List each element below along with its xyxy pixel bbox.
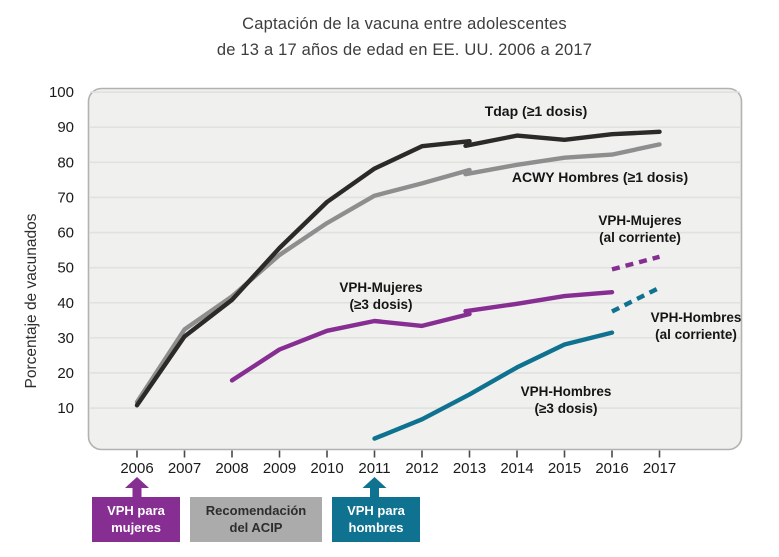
y-tick-label: 20: [57, 365, 74, 382]
series-label-vph-mujeres-al-corriente: VPH-Mujeres (al corriente): [570, 212, 710, 247]
chart-title-line2: de 13 a 17 años de edad en EE. UU. 2006 …: [216, 40, 593, 59]
y-tick-label: 10: [57, 400, 74, 417]
series-label-vph-mujeres-3dosis-line2: (≥3 dosis): [349, 297, 413, 313]
series-2: [229, 290, 615, 383]
event-box-vph-para-hombres: VPH para hombres: [332, 497, 420, 542]
axes: 2006 2007 2008 2009 2010 2011 2012 2013 2014 2015…: [49, 84, 676, 477]
series-label-vph-hombres-3dosis-line1: VPH-Hombres: [520, 384, 612, 399]
x-tick-label: 2017: [643, 460, 676, 477]
series-label-vph-mujeres-3dosis: VPH-Mujeres (≥3 dosis): [311, 279, 451, 314]
x-tick-label: 2011: [358, 460, 390, 477]
series-label-vph-hombres-al-corriente: VPH-Hombres (al corriente): [634, 309, 758, 344]
event-box-vph-mujeres-line1: VPH para: [107, 502, 165, 518]
y-tick-label: 70: [57, 189, 74, 206]
x-tick-label: 2016: [595, 460, 628, 477]
y-tick-label: 50: [57, 260, 74, 277]
event-box-acip-line2: del ACIP: [229, 519, 283, 535]
x-tick-label: 2009: [263, 460, 296, 477]
y-tick-label: 60: [57, 225, 74, 242]
series-0: [134, 129, 662, 408]
x-tick-label: 2010: [310, 460, 343, 477]
series-label-tdap-text: Tdap (≥1 dosis): [484, 103, 588, 119]
x-tick-label: 2008: [215, 460, 248, 477]
series-label-vph-hombres-utd-line1: VPH-Hombres: [650, 310, 742, 325]
chart-title: Captación de la vacuna entre adolescente…: [60, 12, 749, 63]
y-tick-label: 80: [57, 154, 74, 171]
event-box-vph-para-mujeres: VPH para mujeres: [92, 497, 180, 542]
x-tick-label: 2013: [453, 460, 486, 477]
series-label-vph-hombres-3dosis-line2: (≥3 dosis): [534, 401, 598, 417]
event-arrow-2-icon: [362, 477, 387, 497]
series-1: [134, 142, 662, 405]
series-label-tdap: Tdap (≥1 dosis): [456, 103, 616, 121]
chart-title-line1: Captación de la vacuna entre adolescente…: [242, 15, 567, 33]
event-box-acip-line1: Recomendación: [205, 502, 307, 518]
series-label-vph-hombres-utd-line2: (al corriente): [655, 327, 737, 343]
x-tick-label: 2007: [168, 460, 201, 477]
y-tick-label: 40: [57, 295, 74, 312]
event-box-vph-hombres-line1: VPH para: [347, 502, 405, 518]
series-5: [611, 285, 661, 314]
y-tick-label: 100: [49, 84, 74, 101]
y-tick-label: 30: [57, 330, 74, 347]
x-tick-label: 2006: [120, 460, 153, 477]
x-tick-label: 2014: [500, 460, 533, 477]
series-3: [372, 330, 615, 441]
x-tick-label: 2015: [548, 460, 581, 477]
series-label-vph-mujeres-3dosis-line1: VPH-Mujeres: [339, 280, 423, 295]
event-box-recomendacion-acip: Recomendación del ACIP: [190, 497, 322, 542]
plot-area: [87, 87, 743, 451]
event-box-vph-mujeres-line2: mujeres: [111, 519, 161, 535]
series-label-acwy-hombres: ACWY Hombres (≥1 dosis): [490, 169, 710, 187]
series-label-acwy-text: ACWY Hombres (≥1 dosis): [511, 169, 689, 185]
y-tick-label: 90: [57, 119, 74, 136]
event-box-vph-hombres-line2: hombres: [348, 519, 404, 535]
series-label-vph-hombres-3dosis: VPH-Hombres (≥3 dosis): [496, 383, 636, 418]
series-label-vph-mujeres-utd-line1: VPH-Mujeres: [598, 213, 682, 228]
event-arrow-0-icon: [125, 477, 149, 497]
x-tick-label: 2012: [405, 460, 438, 477]
series-label-vph-mujeres-utd-line2: (al corriente): [599, 230, 681, 246]
